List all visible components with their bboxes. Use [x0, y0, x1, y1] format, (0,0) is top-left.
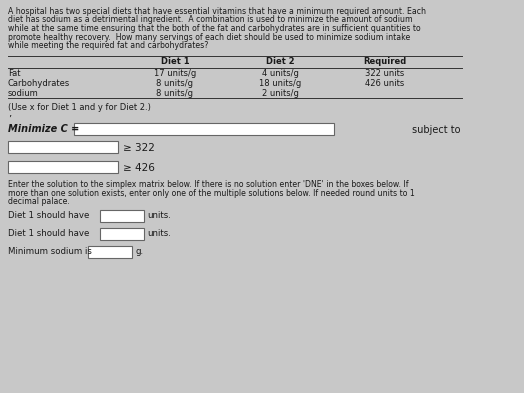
Text: more than one solution exists, enter only one of the multiple solutions below. I: more than one solution exists, enter onl…	[8, 189, 415, 198]
Text: while at the same time ensuring that the both of the fat and carbohydrates are i: while at the same time ensuring that the…	[8, 24, 421, 33]
Text: ≥ 426: ≥ 426	[123, 163, 155, 173]
Text: 18 units/g: 18 units/g	[259, 79, 301, 88]
FancyBboxPatch shape	[100, 209, 144, 222]
Text: 322 units: 322 units	[365, 70, 405, 79]
Text: decimal palace.: decimal palace.	[8, 197, 70, 206]
Text: Fat: Fat	[8, 70, 20, 79]
Text: subject to: subject to	[411, 125, 460, 135]
Text: Carbohydrates: Carbohydrates	[8, 79, 70, 88]
Text: 4 units/g: 4 units/g	[261, 70, 299, 79]
FancyBboxPatch shape	[8, 161, 118, 173]
Text: ≥ 322: ≥ 322	[123, 143, 155, 153]
Text: Enter the solution to the simplex matrix below. If there is no solution enter 'D: Enter the solution to the simplex matrix…	[8, 180, 409, 189]
Text: 2 units/g: 2 units/g	[261, 88, 299, 97]
Text: Diet 2: Diet 2	[266, 57, 294, 66]
Text: 8 units/g: 8 units/g	[157, 79, 193, 88]
Text: diet has sodium as a detrimental ingredient.  A combination is used to minimize : diet has sodium as a detrimental ingredi…	[8, 15, 412, 24]
Text: promote healthy recovery.  How many servings of each diet should be used to mini: promote healthy recovery. How many servi…	[8, 33, 410, 42]
Text: 426 units: 426 units	[365, 79, 405, 88]
Text: (Use x for Diet 1 and y for Diet 2.): (Use x for Diet 1 and y for Diet 2.)	[8, 103, 151, 112]
Text: Minimize C =: Minimize C =	[8, 124, 79, 134]
Text: Minimum sodium is: Minimum sodium is	[8, 248, 92, 257]
Text: ’: ’	[8, 115, 11, 125]
FancyBboxPatch shape	[8, 141, 118, 153]
Text: 17 units/g: 17 units/g	[154, 70, 196, 79]
Text: g.: g.	[135, 248, 143, 257]
Text: while meeting the required fat and carbohydrates?: while meeting the required fat and carbo…	[8, 41, 209, 50]
Text: Required: Required	[363, 57, 407, 66]
Text: Diet 1 should have: Diet 1 should have	[8, 211, 90, 220]
Text: 8 units/g: 8 units/g	[157, 88, 193, 97]
Text: A hospital has two special diets that have essential vitamins that have a minimu: A hospital has two special diets that ha…	[8, 7, 426, 16]
Text: Diet 1: Diet 1	[161, 57, 189, 66]
Text: units.: units.	[147, 230, 171, 239]
Text: units.: units.	[147, 211, 171, 220]
Text: Diet 1 should have: Diet 1 should have	[8, 230, 90, 239]
FancyBboxPatch shape	[88, 246, 132, 257]
FancyBboxPatch shape	[74, 123, 334, 135]
FancyBboxPatch shape	[100, 228, 144, 239]
Text: sodium: sodium	[8, 88, 39, 97]
